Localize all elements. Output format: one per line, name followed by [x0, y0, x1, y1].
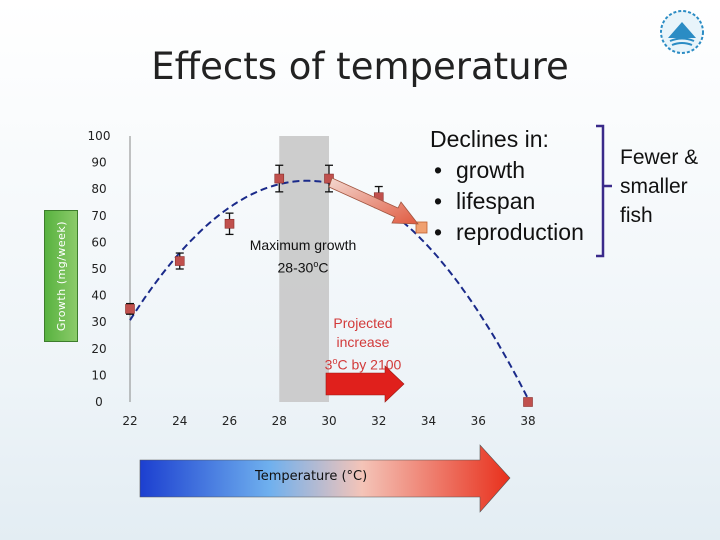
data-marker	[224, 218, 235, 229]
y-tick-label: 80	[91, 182, 106, 196]
max-growth-label: Maximum growth 28-30oC	[228, 236, 378, 278]
projected-line: Projected	[333, 315, 393, 331]
y-axis-label-box: Growth (mg/week)	[44, 210, 78, 342]
y-tick-label: 100	[88, 129, 111, 143]
fewer-line: smaller	[620, 175, 688, 198]
x-tick-label: 24	[172, 414, 187, 428]
max-growth-range: 28-30oC	[277, 259, 329, 276]
y-tick-label: 0	[95, 395, 103, 409]
y-tick-label: 10	[91, 368, 106, 382]
x-tick-label: 28	[272, 414, 287, 428]
y-tick-label: 90	[91, 156, 106, 170]
y-tick-label: 60	[91, 235, 106, 249]
temperature-gradient-arrow	[139, 444, 511, 513]
x-tick-label: 30	[321, 414, 336, 428]
data-marker	[523, 397, 533, 407]
x-tick-label: 22	[122, 414, 137, 428]
declines-box: Declines in: growth lifespan reproductio…	[430, 124, 584, 248]
projected-increase-arrow	[325, 365, 405, 403]
x-axis-label: Temperature (°C)	[255, 469, 368, 484]
y-tick-label: 70	[91, 209, 106, 223]
declines-item: lifespan	[430, 186, 584, 217]
x-tick-label: 32	[371, 414, 386, 428]
y-tick-label: 50	[91, 262, 106, 276]
y-tick-label: 30	[91, 315, 106, 329]
fewer-line: fish	[620, 204, 653, 227]
x-tick-label: 38	[520, 414, 535, 428]
decline-arrow	[328, 177, 419, 225]
x-tick-label: 26	[222, 414, 237, 428]
projected-line: 3oC by 2100	[324, 356, 402, 373]
projected-increase-label: Projected increase 3oC by 2100	[305, 314, 421, 375]
max-growth-line: Maximum growth	[249, 237, 357, 253]
y-tick-label: 40	[91, 289, 106, 303]
declines-marker-icon	[415, 221, 428, 234]
fish-logo-icon	[660, 10, 704, 54]
x-tick-label: 34	[421, 414, 436, 428]
data-marker	[274, 173, 285, 184]
fewer-line: Fewer &	[620, 146, 699, 169]
slide-title: Effects of temperature	[151, 45, 569, 88]
data-marker	[174, 256, 185, 266]
declines-item: growth	[430, 155, 584, 186]
data-marker	[125, 304, 135, 314]
y-tick-label: 20	[91, 342, 106, 356]
fewer-fish-note: Fewer & smaller fish	[620, 143, 698, 230]
x-tick-label: 36	[471, 414, 486, 428]
projected-line: increase	[336, 334, 390, 350]
declines-item: reproduction	[430, 217, 584, 248]
declines-title: Declines in:	[430, 126, 549, 152]
declines-bracket	[596, 124, 605, 258]
